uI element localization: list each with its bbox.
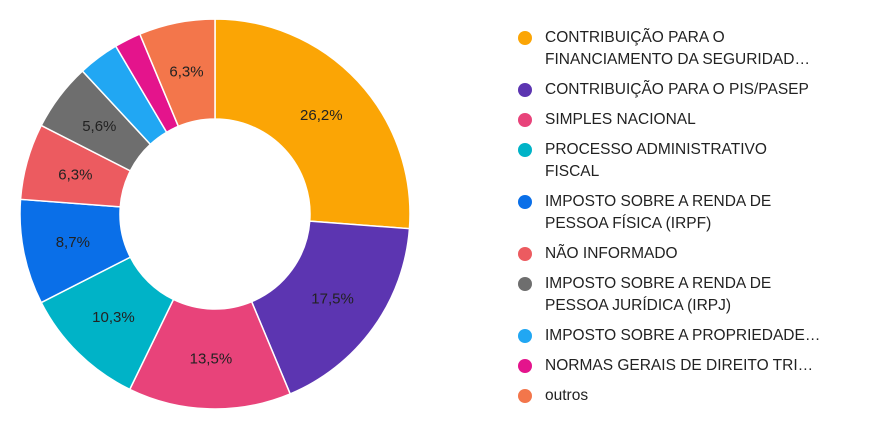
slice-data-label-1: 17,5% <box>311 290 354 307</box>
legend-item-3[interactable]: PROCESSO ADMINISTRATIVO FISCAL <box>518 139 863 183</box>
slice-data-label-3: 10,3% <box>92 309 135 326</box>
legend-label-4-line-1: PESSOA FÍSICA (IRPF) <box>545 215 712 232</box>
legend-item-8[interactable]: NORMAS GERAIS DE DIREITO TRI… <box>518 355 863 377</box>
legend-label-4-line-0: IMPOSTO SOBRE A RENDA DE <box>545 193 772 210</box>
legend-item-9[interactable]: outros <box>518 385 863 407</box>
legend-item-5[interactable]: NÃO INFORMADO <box>518 243 863 265</box>
legend-label-9-line-0: outros <box>545 387 589 404</box>
legend-label-8-line-0: NORMAS GERAIS DE DIREITO TRI… <box>545 357 814 374</box>
legend-swatch-2 <box>518 113 532 127</box>
slice-data-label-0: 26,2% <box>300 107 343 124</box>
legend-item-6[interactable]: IMPOSTO SOBRE A RENDA DE PESSOA JURÍDICA … <box>518 273 863 317</box>
slice-data-label-5: 6,3% <box>58 166 92 183</box>
legend-swatch-0 <box>518 31 532 45</box>
legend-item-7[interactable]: IMPOSTO SOBRE A PROPRIEDADE… <box>518 325 863 347</box>
legend-label-2-line-0: SIMPLES NACIONAL <box>545 111 696 128</box>
slice-data-label-9: 6,3% <box>169 63 203 80</box>
legend-label-6-line-1: PESSOA JURÍDICA (IRPJ) <box>545 297 732 314</box>
legend-swatch-6 <box>518 277 532 291</box>
legend-swatch-4 <box>518 195 532 209</box>
pie-slice-9[interactable] <box>138 18 216 128</box>
legend-label-3-line-0: PROCESSO ADMINISTRATIVO <box>545 141 767 158</box>
pie-slice-0[interactable] <box>214 18 411 230</box>
legend-label-0-line-0: CONTRIBUIÇÃO PARA O <box>545 29 725 46</box>
legend-swatch-8 <box>518 359 532 373</box>
legend-label-3-line-1: FISCAL <box>545 163 600 180</box>
legend-swatch-1 <box>518 83 532 97</box>
legend-label-0-line-1: FINANCIAMENTO DA SEGURIDAD… <box>545 51 810 68</box>
legend-item-0[interactable]: CONTRIBUIÇÃO PARA O FINANCIAMENTO DA SEGU… <box>518 27 863 71</box>
legend-label-5-line-0: NÃO INFORMADO <box>545 245 678 262</box>
legend-swatch-5 <box>518 247 532 261</box>
slice-data-label-6: 5,6% <box>82 118 116 135</box>
donut-chart-svg: 26,2% 17,5% 13,5% 10,3% 8,7% 6,3% 5,6% 6,3% <box>19 18 411 410</box>
legend-item-2[interactable]: SIMPLES NACIONAL <box>518 109 863 131</box>
legend-label-6-line-0: IMPOSTO SOBRE A RENDA DE <box>545 275 772 292</box>
legend-item-4[interactable]: IMPOSTO SOBRE A RENDA DE PESSOA FÍSICA (I… <box>518 191 863 235</box>
slice-data-label-2: 13,5% <box>190 350 233 367</box>
donut-chart: 26,2% 17,5% 13,5% 10,3% 8,7% 6,3% 5,6% 6,3% <box>19 18 411 410</box>
slice-data-label-4: 8,7% <box>56 234 90 251</box>
pie-slice-1[interactable] <box>250 220 411 395</box>
legend-item-1[interactable]: CONTRIBUIÇÃO PARA O PIS/PASEP <box>518 79 863 101</box>
legend-label-7-line-0: IMPOSTO SOBRE A PROPRIEDADE… <box>545 327 821 344</box>
pie-slice-2[interactable] <box>128 298 292 410</box>
chart-legend: CONTRIBUIÇÃO PARA O FINANCIAMENTO DA SEGU… <box>518 27 863 415</box>
legend-swatch-3 <box>518 143 532 157</box>
legend-swatch-9 <box>518 389 532 403</box>
legend-label-1-line-0: CONTRIBUIÇÃO PARA O PIS/PASEP <box>545 81 809 98</box>
legend-swatch-7 <box>518 329 532 343</box>
